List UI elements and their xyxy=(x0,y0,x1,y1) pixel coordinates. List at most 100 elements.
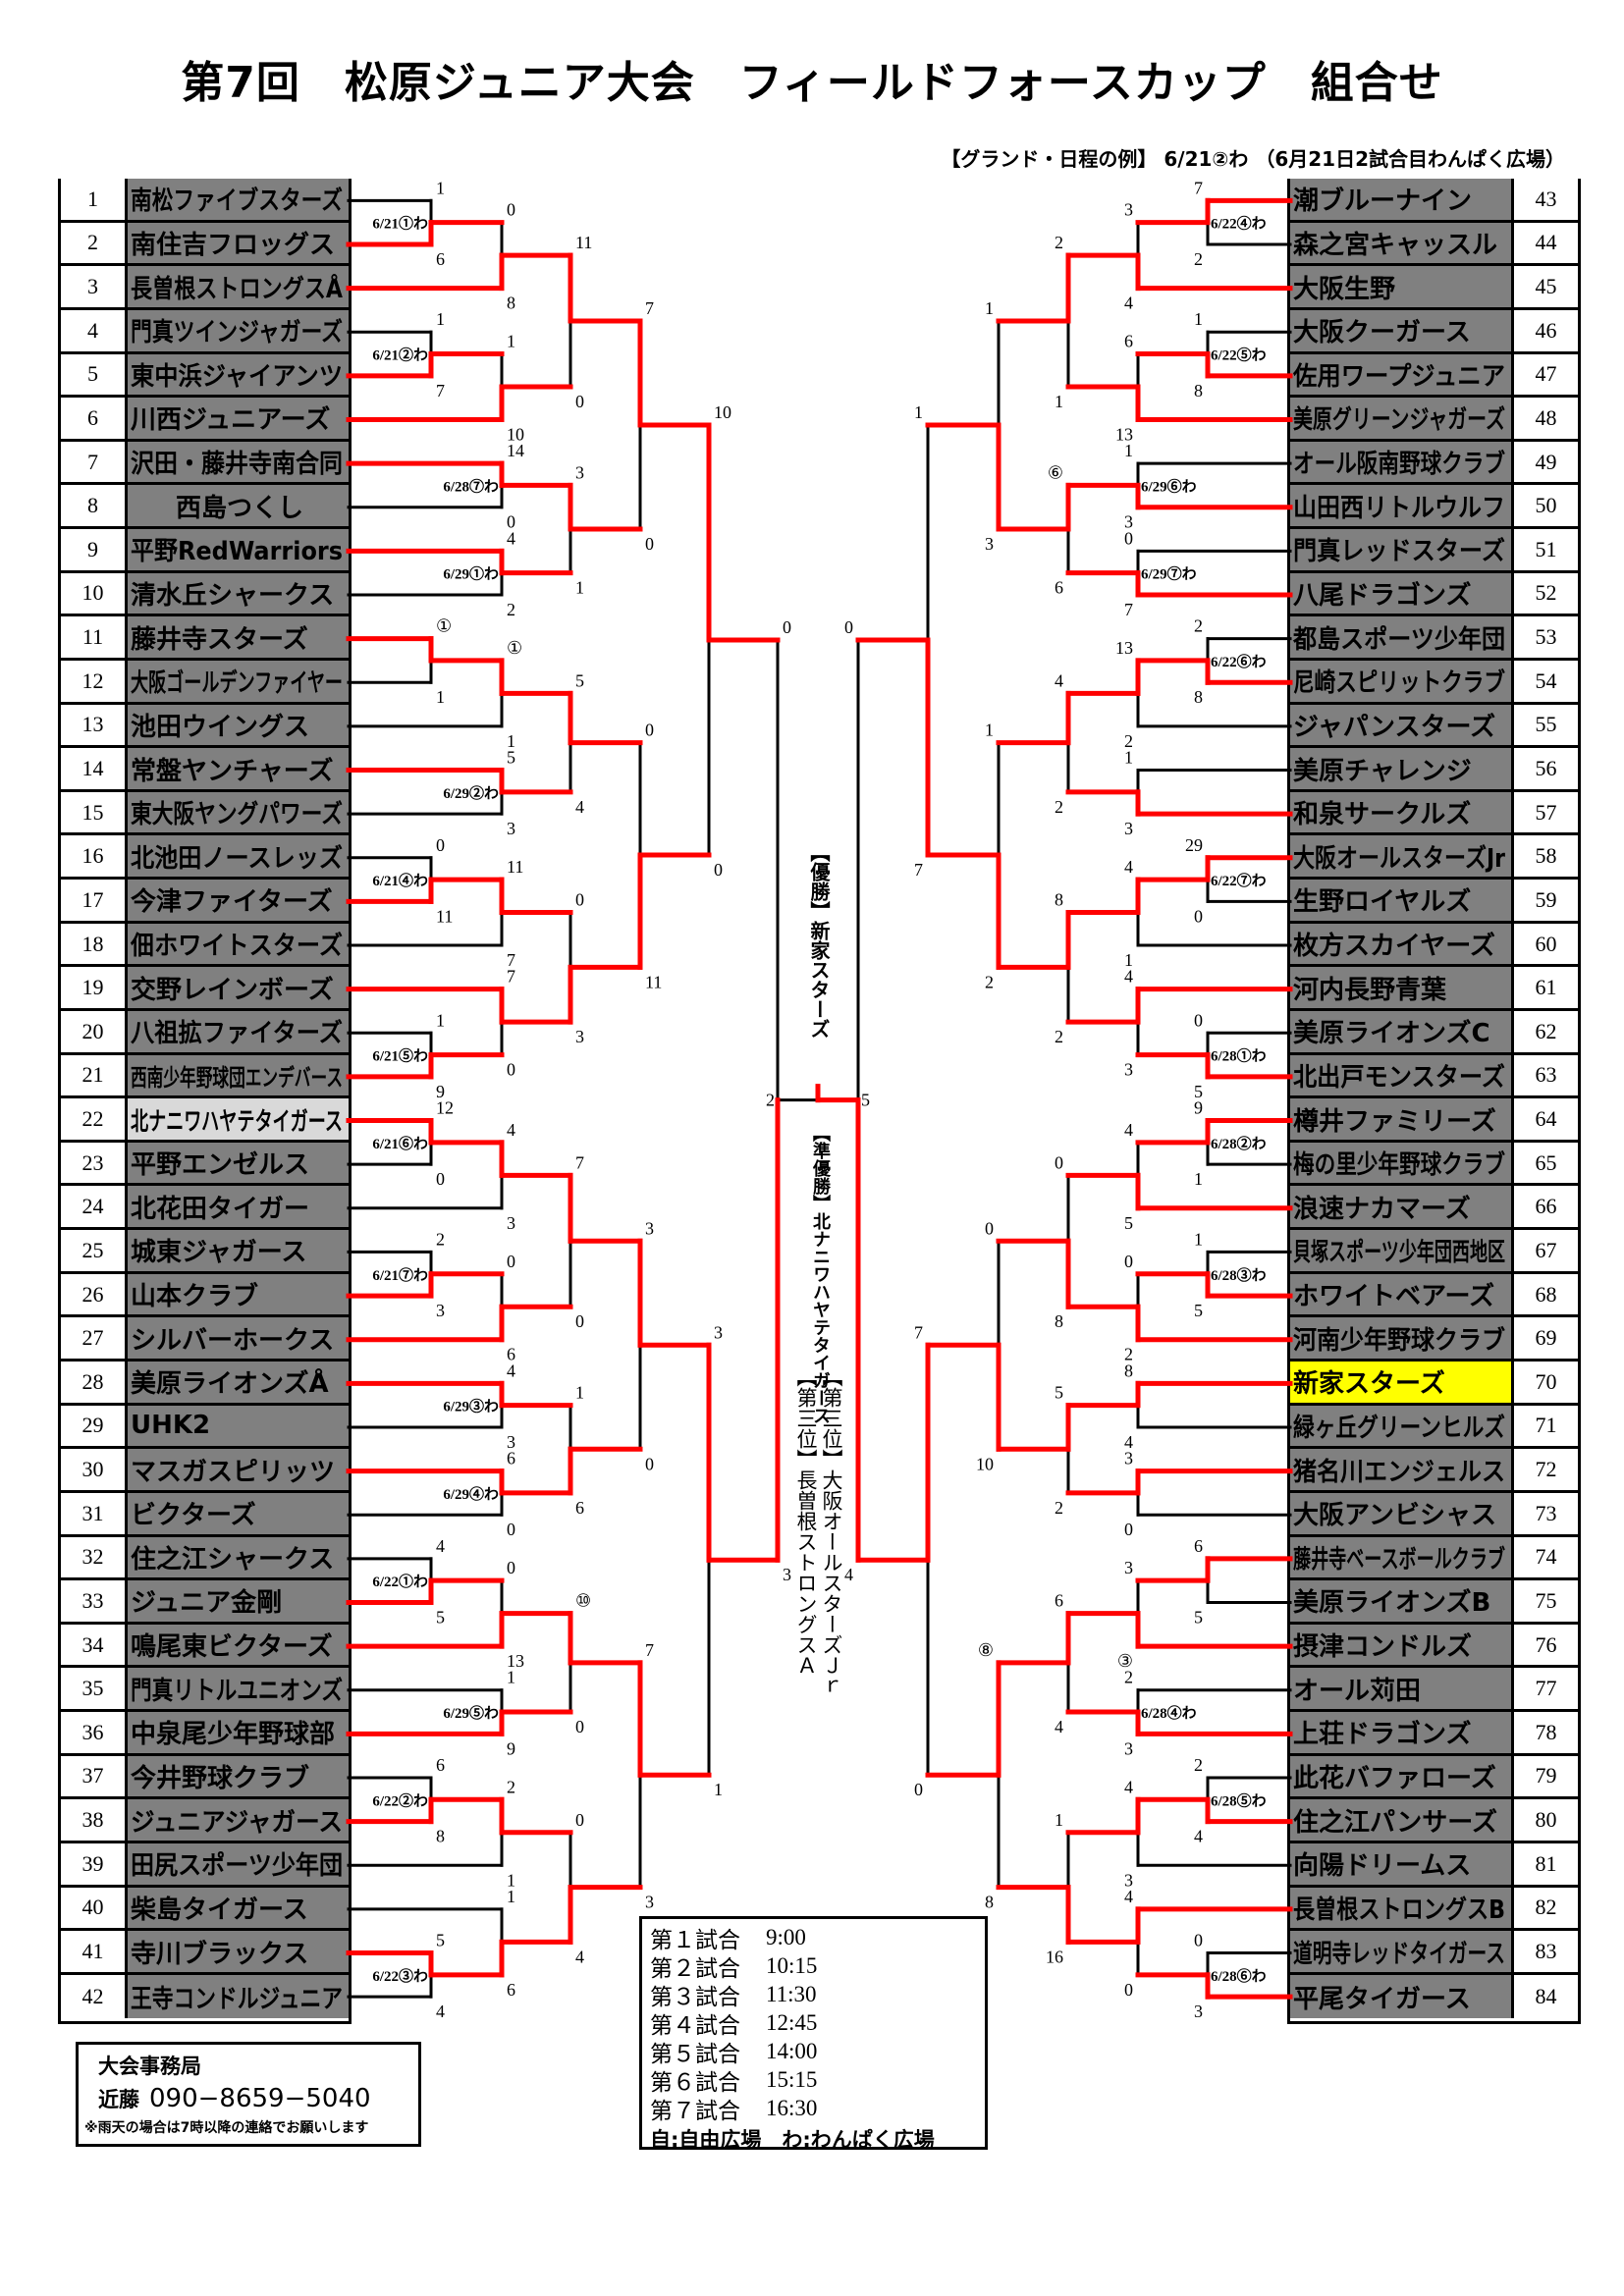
schedule-item: 第６試合 15:15 xyxy=(650,2065,977,2095)
score: 4 xyxy=(507,1120,515,1140)
team-number: 80 xyxy=(1511,1799,1578,1841)
team-row: 大阪オールスターズJr 58 xyxy=(1290,835,1578,881)
score: 2 xyxy=(1055,1027,1063,1046)
score: 3 xyxy=(575,462,584,482)
score: 3 xyxy=(1124,1060,1133,1080)
match-date: 6/28④わ xyxy=(1141,1704,1197,1722)
score: 1 xyxy=(1055,1810,1063,1830)
team-row: 河南少年野球クラブ 69 xyxy=(1290,1317,1578,1362)
score: 2 xyxy=(1194,616,1203,636)
score: 8 xyxy=(507,294,515,313)
score: 4 xyxy=(1124,1120,1133,1140)
team-row: 26 山本クラブ xyxy=(61,1273,349,1318)
score: 0 xyxy=(507,1520,515,1539)
score: 13 xyxy=(1115,638,1133,658)
match-date: 6/22④わ xyxy=(1211,215,1267,233)
score: 1 xyxy=(507,1870,515,1890)
team-row: 潮ブルーナイン 43 xyxy=(1290,179,1578,223)
team-name: ジュニア金剛 xyxy=(131,1588,283,1619)
team-number: 68 xyxy=(1511,1273,1578,1315)
team-row: 22 北ナニワハヤテタイガース xyxy=(61,1098,349,1143)
team-row: 門真レッドスターズ 51 xyxy=(1290,529,1578,573)
team-row: オール阪南野球クラブ 49 xyxy=(1290,441,1578,486)
match-date: 6/21①わ xyxy=(372,215,428,233)
score: 11 xyxy=(575,233,592,252)
match-date: 6/22③わ xyxy=(372,1967,428,1985)
team-number: 39 xyxy=(61,1842,128,1885)
team-name-cell: 森之宮キャッスル xyxy=(1290,222,1511,264)
team-number: 56 xyxy=(1511,748,1578,789)
score: 7 xyxy=(507,950,515,970)
score: 13 xyxy=(507,1651,524,1671)
score: 11 xyxy=(645,972,662,991)
score: 1 xyxy=(1055,392,1063,411)
team-name: 美原チャレンジ xyxy=(1293,756,1472,786)
score: 1 xyxy=(436,309,445,329)
score: 8 xyxy=(436,1827,445,1846)
team-name: 交野レインボーズ xyxy=(131,975,334,1005)
team-name-cell: UHK2 xyxy=(128,1405,349,1447)
team-name: 樽井ファミリーズ xyxy=(1293,1106,1496,1137)
team-name: 平野RedWarriors xyxy=(131,537,343,567)
team-name-cell: 緑ヶ丘グリーンヒルズ xyxy=(1290,1405,1511,1447)
team-row: 36 中泉尾少年野球部 xyxy=(61,1712,349,1756)
schedule-item: 第３試合 11:30 xyxy=(650,1980,977,2009)
team-name: 浪速ナカマーズ xyxy=(1293,1194,1471,1224)
score: 0 xyxy=(1124,1252,1133,1271)
team-name-cell: 美原ライオンズÅ xyxy=(128,1362,349,1403)
score: 0 xyxy=(645,1454,654,1473)
team-number: 71 xyxy=(1511,1405,1578,1447)
team-name: 常盤ヤンチャーズ xyxy=(131,756,334,786)
score: 0 xyxy=(783,617,791,637)
team-row: 都島スポーツ少年団 53 xyxy=(1290,616,1578,661)
team-name: 美原ライオンズÅ xyxy=(131,1369,329,1400)
score: 0 xyxy=(436,835,445,855)
score: 0 xyxy=(1055,1152,1063,1172)
score: 6 xyxy=(436,249,445,269)
score: 3 xyxy=(1124,1738,1133,1758)
team-name-cell: 山本クラブ xyxy=(128,1273,349,1315)
team-row: 大阪クーガース 46 xyxy=(1290,309,1578,354)
team-number: 52 xyxy=(1511,572,1578,614)
score: 6 xyxy=(507,1449,515,1468)
score: 11 xyxy=(507,857,523,877)
team-name: 南松ファイブスターズ xyxy=(131,187,343,217)
team-number: 35 xyxy=(61,1668,128,1710)
match-date: 6/29⑥わ xyxy=(1141,477,1197,495)
score: 0 xyxy=(575,1810,584,1830)
team-name: 河内長野青葉 xyxy=(1293,975,1447,1005)
team-name: 上荘ドラゴンズ xyxy=(1293,1720,1472,1750)
team-number: 50 xyxy=(1511,485,1578,527)
team-name-cell: 美原チャレンジ xyxy=(1290,748,1511,789)
team-name-cell: 山田西リトルウルフ xyxy=(1290,485,1511,527)
team-row: 梅の里少年野球クラブ 65 xyxy=(1290,1142,1578,1187)
team-number: 67 xyxy=(1511,1230,1578,1271)
team-row: 35 門真リトルユニオンズ xyxy=(61,1668,349,1713)
score: 0 xyxy=(1124,1520,1133,1539)
score: 3 xyxy=(1124,512,1133,532)
team-name: 尼崎スピリットクラブ xyxy=(1293,668,1505,699)
team-row: 此花バファローズ 79 xyxy=(1290,1755,1578,1800)
team-name: 清水丘シャークス xyxy=(131,580,335,611)
team-name-cell: 北池田ノースレッズ xyxy=(128,835,349,878)
score: 4 xyxy=(1055,1717,1063,1736)
score: 2 xyxy=(1055,233,1063,252)
game-time: 10:15 xyxy=(766,1952,818,1978)
team-row: 17 今津ファイターズ xyxy=(61,880,349,924)
team-name: 北池田ノースレッズ xyxy=(131,843,343,874)
team-number: 69 xyxy=(1511,1317,1578,1359)
team-name-cell: 大阪オールスターズJr xyxy=(1290,835,1511,878)
team-name: 藤井寺ベースボールクラブ xyxy=(1293,1544,1505,1575)
team-row: 貝塚スポーツ少年団西地区 67 xyxy=(1290,1230,1578,1274)
team-row: 12 大阪ゴールデンファイヤー xyxy=(61,660,349,705)
team-name: 北出戸モンスターズ xyxy=(1293,1062,1505,1093)
team-name-cell: 門真レッドスターズ xyxy=(1290,529,1511,570)
score: 4 xyxy=(575,1947,584,1966)
score: 9 xyxy=(507,1738,515,1758)
score: 6 xyxy=(1194,1536,1203,1556)
team-name: 長曽根ストロングスÅ xyxy=(131,274,343,304)
schedule-legend: 【グランド・日程の例】 6/21②わ （6月21日2試合目わんぱく広場） xyxy=(941,147,1565,171)
team-row: 37 今井野球クラブ xyxy=(61,1755,349,1800)
team-name: オール苅田 xyxy=(1293,1676,1422,1706)
